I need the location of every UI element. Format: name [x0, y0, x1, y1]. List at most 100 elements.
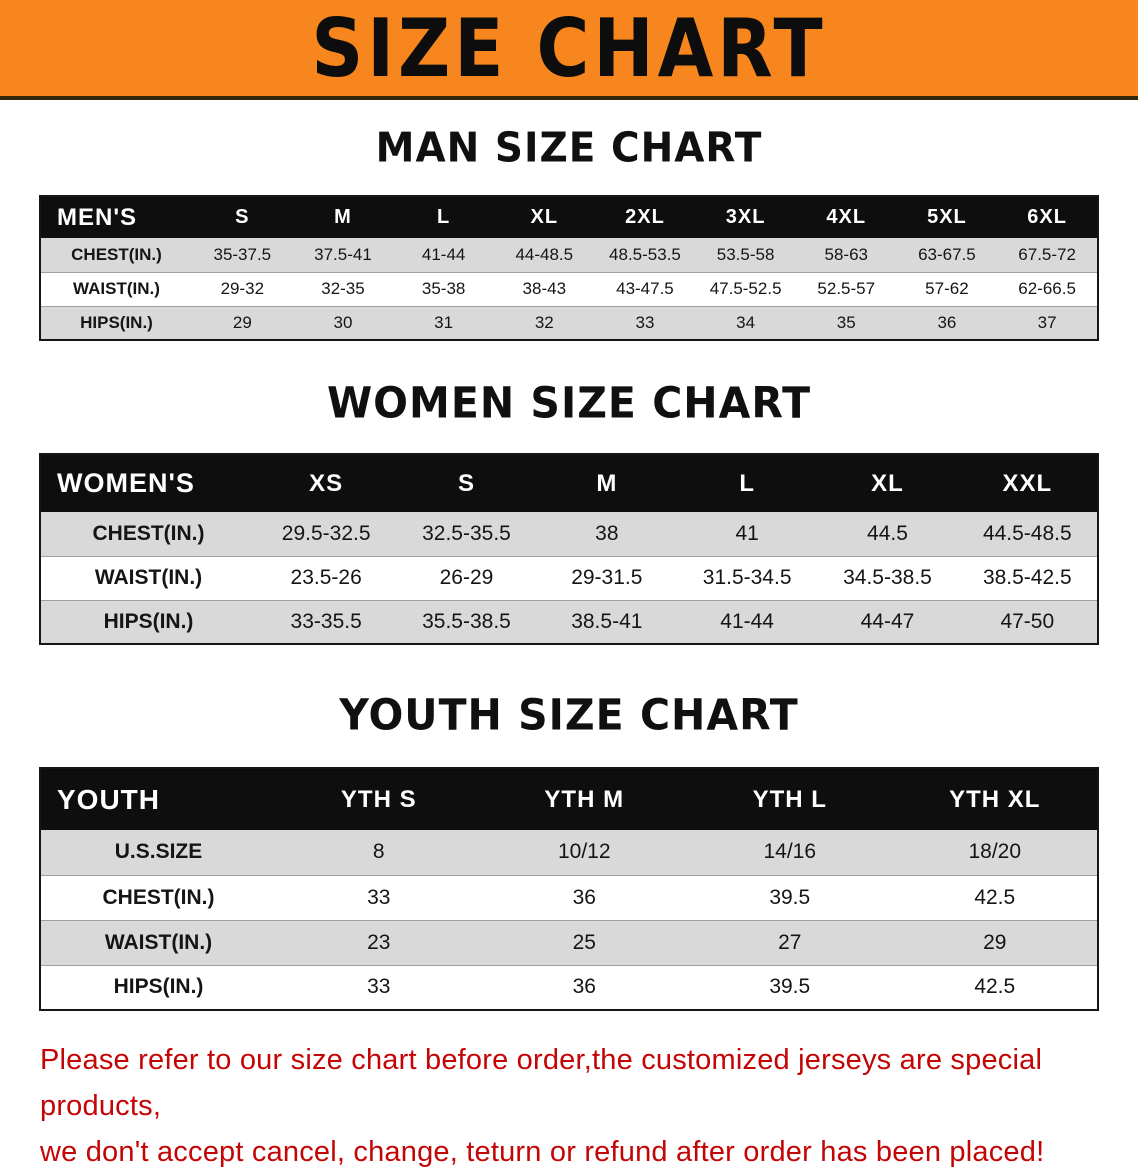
column-header: YTH M — [481, 768, 687, 830]
column-header: XL — [493, 196, 595, 238]
table-cell: 33 — [276, 964, 482, 1010]
table-cell: 44.5 — [817, 512, 958, 556]
column-header: 5XL — [896, 196, 998, 238]
row-label: U.S.SIZE — [40, 830, 276, 875]
table-row: HIPS(IN.) 29 30 31 32 33 34 35 36 37 — [40, 305, 1098, 340]
column-header: XS — [256, 454, 397, 512]
table-cell: 47-50 — [957, 599, 1098, 644]
column-header: YTH S — [276, 768, 482, 830]
table-cell: 29 — [192, 305, 293, 340]
row-label: WAIST(IN.) — [40, 919, 276, 965]
table-cell: 32 — [493, 305, 595, 340]
table-cell: 25 — [481, 919, 687, 965]
row-label: CHEST(IN.) — [40, 238, 192, 272]
table-cell: 53.5-58 — [695, 238, 796, 272]
table-cell: 42.5 — [892, 964, 1098, 1010]
women-size-table: WOMEN'S XS S M L XL XXL CHEST(IN.) 29.5-32.5 32.5… — [39, 453, 1099, 645]
banner: SIZE CHART — [0, 0, 1138, 100]
table-cell: 38-43 — [493, 271, 595, 306]
row-label: CHEST(IN.) — [40, 512, 256, 556]
column-header: 6XL — [997, 196, 1098, 238]
table-header-row: WOMEN'S XS S M L XL XXL — [40, 454, 1098, 512]
disclaimer-line-1: Please refer to our size chart before or… — [40, 1044, 1043, 1122]
table-cell: 33 — [276, 874, 482, 920]
table-cell: 34 — [695, 305, 796, 340]
table-cell: 36 — [481, 964, 687, 1010]
column-header: XXL — [957, 454, 1098, 512]
page-title: SIZE CHART — [311, 0, 827, 96]
column-header: 3XL — [695, 196, 796, 238]
table-cell: 33 — [594, 305, 696, 340]
table-cell: 41-44 — [393, 238, 494, 272]
row-label: WAIST(IN.) — [40, 271, 192, 306]
table-row: WAIST(IN.) 23.5-26 26-29 29-31.5 31.5-34.5 34… — [40, 555, 1098, 600]
table-cell: 14/16 — [687, 830, 893, 875]
row-label: WAIST(IN.) — [40, 555, 256, 600]
table-cell: 27 — [687, 919, 893, 965]
table-cell: 39.5 — [687, 874, 893, 920]
table-cell: 44.5-48.5 — [957, 512, 1098, 556]
table-cell: 29-31.5 — [536, 555, 677, 600]
row-label: CHEST(IN.) — [40, 874, 276, 920]
table-cell: 18/20 — [892, 830, 1098, 875]
men-section-heading: MAN SIZE CHART — [375, 124, 763, 173]
disclaimer-text: Please refer to our size chart before or… — [40, 1037, 1100, 1175]
table-cell: 32.5-35.5 — [396, 512, 537, 556]
table-row: CHEST(IN.) 35-37.5 37.5-41 41-44 44-48.5 48.5… — [40, 238, 1098, 272]
table-cell: 10/12 — [481, 830, 687, 875]
youth-section-heading: YOUTH SIZE CHART — [339, 689, 799, 741]
men-size-table: MEN'S S M L XL 2XL 3XL 4XL 5XL 6XL CHEST(IN.) 35-37… — [39, 195, 1099, 341]
table-cell: 41 — [676, 512, 818, 556]
column-header: S — [396, 454, 537, 512]
table-cell: 62-66.5 — [997, 271, 1098, 306]
table-cell: 44-48.5 — [493, 238, 595, 272]
row-label: HIPS(IN.) — [40, 964, 276, 1010]
table-cell: 31.5-34.5 — [676, 555, 818, 600]
table-cell: 29 — [892, 919, 1098, 965]
table-cell: 34.5-38.5 — [817, 555, 958, 600]
table-cell: 36 — [481, 874, 687, 920]
table-row: HIPS(IN.) 33 36 39.5 42.5 — [40, 964, 1098, 1010]
column-header: YTH L — [687, 768, 893, 830]
table-cell: 41-44 — [676, 599, 818, 644]
table-cell: 67.5-72 — [997, 238, 1098, 272]
table-row: U.S.SIZE 8 10/12 14/16 18/20 — [40, 830, 1098, 875]
disclaimer-line-2: we don't accept cancel, change, teturn o… — [40, 1136, 1045, 1168]
table-cell: 31 — [393, 305, 494, 340]
table-cell: 37 — [997, 305, 1098, 340]
table-cell: 48.5-53.5 — [594, 238, 696, 272]
column-header: XL — [817, 454, 958, 512]
table-cell: 29-32 — [192, 271, 293, 306]
table-cell: 35 — [795, 305, 897, 340]
table-cell: 23 — [276, 919, 482, 965]
column-header: L — [676, 454, 818, 512]
table-cell: 63-67.5 — [896, 238, 998, 272]
table-header-row: MEN'S S M L XL 2XL 3XL 4XL 5XL 6XL — [40, 196, 1098, 238]
table-cell: 39.5 — [687, 964, 893, 1010]
table-row: CHEST(IN.) 33 36 39.5 42.5 — [40, 874, 1098, 920]
table-cell: 26-29 — [396, 555, 537, 600]
table-row: HIPS(IN.) 33-35.5 35.5-38.5 38.5-41 41-44 44-… — [40, 599, 1098, 644]
table-cell: 35.5-38.5 — [396, 599, 537, 644]
table-title: MEN'S — [40, 196, 192, 238]
table-cell: 57-62 — [896, 271, 998, 306]
table-cell: 37.5-41 — [292, 238, 394, 272]
column-header: L — [393, 196, 494, 238]
table-cell: 38 — [536, 512, 677, 556]
column-header: M — [536, 454, 677, 512]
column-header: S — [192, 196, 293, 238]
table-row: WAIST(IN.) 23 25 27 29 — [40, 919, 1098, 965]
table-cell: 30 — [292, 305, 394, 340]
column-header: 2XL — [594, 196, 696, 238]
table-title: YOUTH — [40, 768, 276, 830]
table-cell: 43-47.5 — [594, 271, 696, 306]
table-cell: 8 — [276, 830, 482, 875]
table-cell: 23.5-26 — [256, 555, 397, 600]
table-cell: 47.5-52.5 — [695, 271, 796, 306]
table-cell: 52.5-57 — [795, 271, 897, 306]
table-cell: 36 — [896, 305, 998, 340]
table-row: CHEST(IN.) 29.5-32.5 32.5-35.5 38 41 44.5 44.5… — [40, 512, 1098, 556]
table-cell: 35-38 — [393, 271, 494, 306]
youth-size-table: YOUTH YTH S YTH M YTH L YTH XL U.S.SIZE 8 10/12… — [39, 767, 1099, 1011]
column-header: M — [292, 196, 394, 238]
